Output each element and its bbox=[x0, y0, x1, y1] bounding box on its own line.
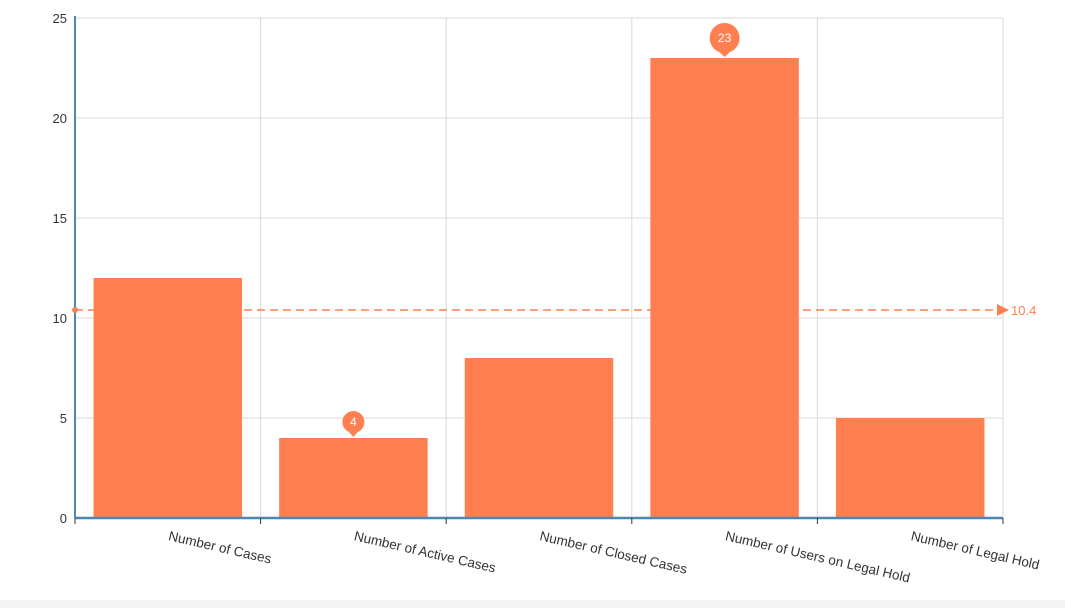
average-line-arrow-icon bbox=[997, 304, 1009, 316]
bar-4 bbox=[650, 58, 799, 518]
y-tick-label-10: 10 bbox=[53, 311, 67, 326]
marked-point-pin-1: 4 bbox=[342, 411, 365, 437]
marked-points-layer: 4 23 bbox=[342, 23, 740, 437]
bar-1 bbox=[93, 278, 243, 518]
bars-layer bbox=[93, 58, 985, 518]
y-tick-label-5: 5 bbox=[60, 411, 67, 426]
x-category-label-4: Number of Users on Legal Hold bbox=[724, 528, 912, 585]
bottom-strip bbox=[0, 600, 1065, 608]
y-tick-label-20: 20 bbox=[53, 111, 67, 126]
y-tick-label-25: 25 bbox=[53, 11, 67, 26]
marked-point-label-2: 23 bbox=[718, 31, 732, 45]
average-line-layer: 10.4 bbox=[72, 303, 1036, 318]
average-line-label: 10.4 bbox=[1011, 303, 1036, 318]
y-tick-label-15: 15 bbox=[53, 211, 67, 226]
x-category-label-5: Number of Legal Hold bbox=[910, 528, 1041, 572]
y-tick-label-0: 0 bbox=[60, 511, 67, 526]
marked-point-pin-head bbox=[342, 411, 365, 433]
marked-point-pin-2: 23 bbox=[709, 23, 740, 57]
x-category-label-3: Number of Closed Cases bbox=[538, 528, 689, 577]
marked-point-pin-head bbox=[709, 23, 740, 53]
marked-point-label-1: 4 bbox=[350, 415, 357, 429]
bar-3 bbox=[464, 358, 614, 518]
x-category-label-2: Number of Active Cases bbox=[353, 528, 498, 575]
bar-5 bbox=[835, 418, 985, 518]
bar-2 bbox=[279, 438, 428, 518]
x-category-label-1: Number of Cases bbox=[167, 528, 273, 566]
